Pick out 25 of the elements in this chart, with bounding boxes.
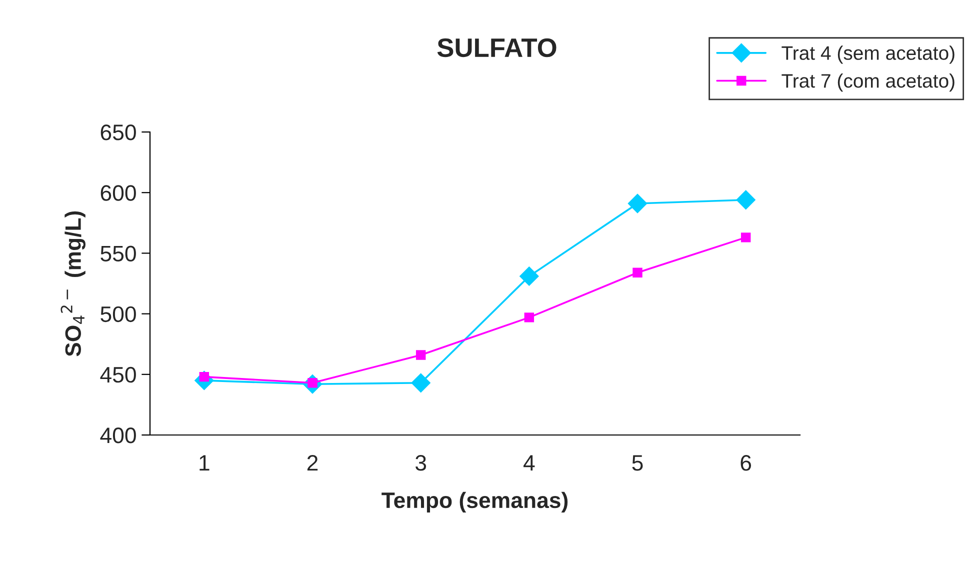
y-tick-label: 400 (100, 428, 136, 444)
point (736, 190, 756, 210)
point (411, 373, 430, 392)
x-tick-label: 6 (740, 455, 752, 471)
x-tick-label: 2 (307, 455, 318, 471)
x-axis-title: Tempo (semanas) (382, 492, 568, 513)
y-tick-label: 650 (100, 124, 136, 140)
x-tick-label: 4 (524, 455, 535, 471)
x-tick-label: 5 (632, 455, 643, 471)
point (520, 266, 539, 286)
y-tick-label: 500 (100, 306, 136, 322)
y-tick-label: 550 (100, 246, 136, 262)
chart-title: SULFATO (437, 38, 556, 58)
x-tick-label: 3 (416, 455, 426, 471)
legend-label: Trat 7 (com acetato) (782, 74, 954, 92)
point (740, 232, 751, 242)
y-tick-label: 450 (100, 366, 136, 383)
x-tick-label: 1 (200, 455, 210, 471)
point (416, 350, 426, 360)
y-tick-label: 600 (100, 185, 136, 201)
legend-label: Trat 4 (sem acetato) (782, 46, 954, 64)
y-axis-title: SO$_{4}$$^{2−}$ (mg/L) (60, 211, 86, 356)
point (628, 194, 648, 214)
point (632, 268, 642, 278)
point (524, 312, 534, 322)
